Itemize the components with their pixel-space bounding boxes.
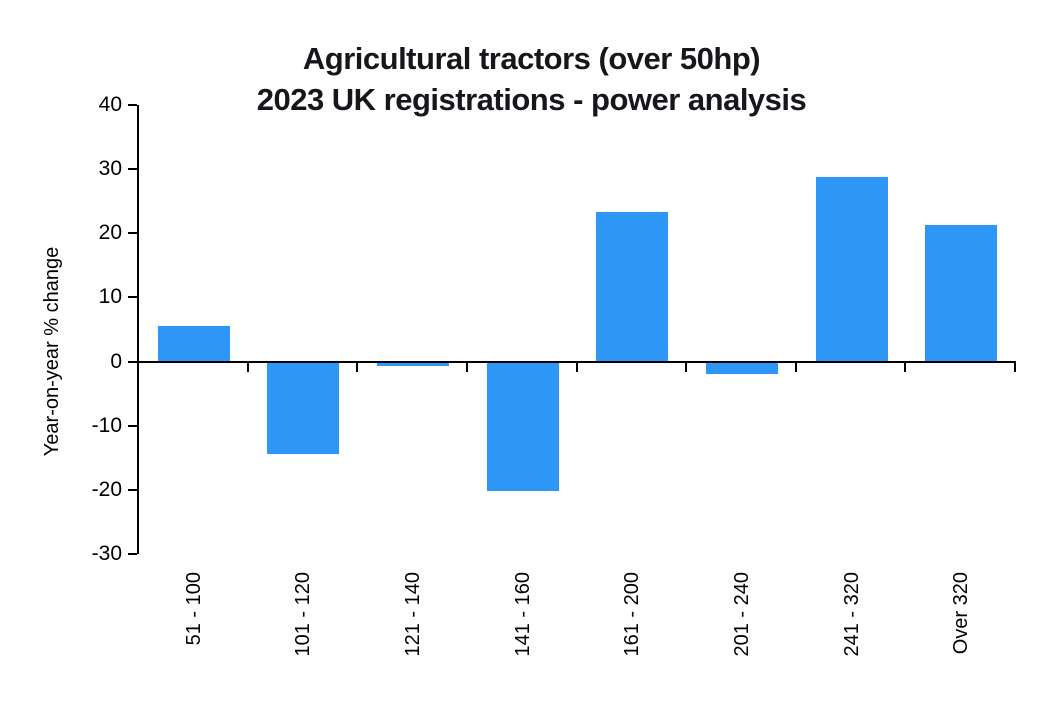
x-axis-tick [904,361,907,372]
x-axis-tick [794,361,797,372]
y-axis-tick [128,488,137,491]
y-axis-tick [128,360,137,363]
y-axis-line [137,105,139,554]
bar-121-140 [377,361,450,367]
y-tick-label: -30 [91,542,122,565]
x-axis-tick [465,361,468,372]
y-axis-tick [128,424,137,427]
x-axis-tick [685,361,688,372]
y-tick-label: 10 [98,285,122,309]
x-axis-tick [1014,361,1016,372]
y-tick-label: -10 [91,413,122,437]
y-tick-label: 20 [98,221,122,245]
bar-141-160 [486,361,559,492]
x-axis-tick [246,361,249,372]
x-axis-zero-line [139,360,1016,363]
x-category-label: 121 - 140 [402,572,425,657]
y-tick-label: -20 [91,477,122,501]
chart-title-line-2: 2023 UK registrations - power analysis [256,82,807,117]
bar-161-200 [596,212,669,362]
bar-51-100 [157,325,230,362]
y-axis-tick [128,553,137,555]
x-category-label: 141 - 160 [511,572,534,657]
y-axis-tick [128,104,137,106]
y-axis-tick [128,168,137,171]
x-category-label: 51 - 100 [182,572,205,646]
x-axis-tick [356,361,359,372]
x-axis-tick [575,361,578,372]
y-tick-label: 30 [98,157,122,181]
bar-101-120 [267,361,340,454]
x-category-label: Over 320 [950,572,973,655]
bar-Over320 [925,224,998,362]
x-category-label: 241 - 320 [840,572,863,657]
x-category-label: 101 - 120 [292,572,315,657]
y-tick-label: 40 [98,93,122,116]
x-category-label: 201 - 240 [730,572,753,657]
chart-title: Agricultural tractors (over 50hp) 2023 U… [0,38,1063,120]
y-tick-label: 0 [110,349,122,373]
y-axis-tick [128,296,137,299]
bar-201-240 [705,361,778,375]
x-category-label: 161 - 200 [621,572,644,657]
chart-title-line-1: Agricultural tractors (over 50hp) [302,41,761,76]
bar-241-320 [815,176,888,362]
y-axis-tick [128,232,137,235]
